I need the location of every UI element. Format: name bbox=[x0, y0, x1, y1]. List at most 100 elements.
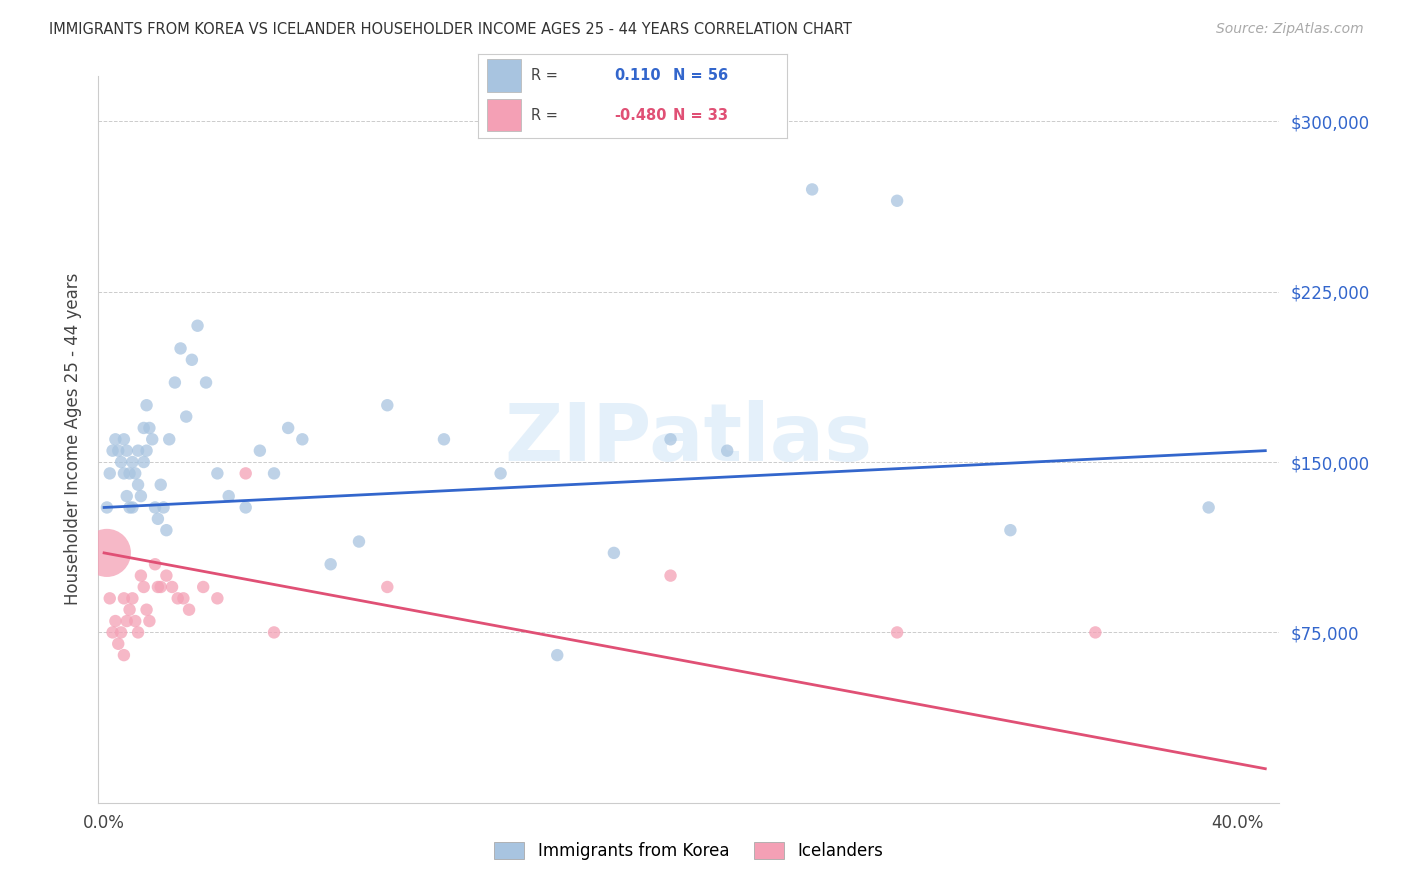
Point bbox=[177, 603, 200, 617]
Point bbox=[138, 614, 160, 628]
Text: 0.110: 0.110 bbox=[614, 68, 661, 83]
Point bbox=[218, 489, 240, 503]
Point bbox=[375, 580, 398, 594]
Y-axis label: Householder Income Ages 25 - 44 years: Householder Income Ages 25 - 44 years bbox=[63, 273, 82, 606]
Point bbox=[107, 637, 129, 651]
Point bbox=[146, 580, 169, 594]
Point bbox=[347, 534, 370, 549]
Point bbox=[98, 467, 121, 481]
Point bbox=[207, 467, 229, 481]
Point bbox=[157, 432, 180, 446]
Point bbox=[124, 467, 146, 481]
Text: Source: ZipAtlas.com: Source: ZipAtlas.com bbox=[1216, 22, 1364, 37]
Point bbox=[886, 194, 908, 208]
Point bbox=[118, 500, 141, 515]
Point bbox=[129, 489, 152, 503]
Point bbox=[135, 398, 157, 412]
Point bbox=[1084, 625, 1107, 640]
Point bbox=[135, 443, 157, 458]
Point bbox=[96, 546, 118, 560]
Point bbox=[801, 182, 824, 196]
Point bbox=[141, 432, 163, 446]
Point bbox=[132, 421, 155, 435]
Point bbox=[174, 409, 197, 424]
Point bbox=[375, 398, 398, 412]
Text: -0.480: -0.480 bbox=[614, 108, 666, 123]
Point bbox=[149, 477, 172, 491]
Point bbox=[249, 443, 271, 458]
Point bbox=[235, 500, 257, 515]
Point bbox=[135, 603, 157, 617]
Point bbox=[195, 376, 218, 390]
Point bbox=[115, 443, 138, 458]
Bar bbox=[488, 60, 522, 92]
Point bbox=[115, 614, 138, 628]
Point bbox=[716, 443, 738, 458]
Point bbox=[1198, 500, 1220, 515]
Point bbox=[659, 432, 682, 446]
Point bbox=[193, 580, 215, 594]
Point bbox=[143, 500, 166, 515]
Point bbox=[235, 467, 257, 481]
Point bbox=[115, 489, 138, 503]
Point bbox=[112, 591, 135, 606]
Point bbox=[121, 455, 143, 469]
Point bbox=[112, 648, 135, 662]
Point bbox=[143, 558, 166, 572]
Text: R =: R = bbox=[530, 68, 558, 83]
Point bbox=[546, 648, 568, 662]
Point bbox=[107, 443, 129, 458]
Text: N = 56: N = 56 bbox=[673, 68, 728, 83]
Point bbox=[118, 603, 141, 617]
Point bbox=[163, 376, 186, 390]
Point bbox=[132, 455, 155, 469]
Point bbox=[263, 625, 285, 640]
Point bbox=[104, 614, 127, 628]
Text: N = 33: N = 33 bbox=[673, 108, 728, 123]
Point bbox=[121, 591, 143, 606]
Point bbox=[180, 352, 202, 367]
Point bbox=[160, 580, 183, 594]
Point bbox=[112, 432, 135, 446]
Point bbox=[127, 625, 149, 640]
Text: R =: R = bbox=[530, 108, 558, 123]
Point bbox=[603, 546, 626, 560]
Point bbox=[112, 467, 135, 481]
Point bbox=[166, 591, 188, 606]
Point bbox=[121, 500, 143, 515]
Point bbox=[207, 591, 229, 606]
Point bbox=[277, 421, 299, 435]
Text: ZIPatlas: ZIPatlas bbox=[505, 401, 873, 478]
Point bbox=[1000, 523, 1022, 537]
Point bbox=[104, 432, 127, 446]
Point bbox=[110, 625, 132, 640]
Point bbox=[169, 342, 191, 356]
Bar bbox=[488, 99, 522, 131]
Point bbox=[127, 477, 149, 491]
Text: IMMIGRANTS FROM KOREA VS ICELANDER HOUSEHOLDER INCOME AGES 25 - 44 YEARS CORRELA: IMMIGRANTS FROM KOREA VS ICELANDER HOUSE… bbox=[49, 22, 852, 37]
Point bbox=[132, 580, 155, 594]
Point bbox=[98, 591, 121, 606]
Point bbox=[124, 614, 146, 628]
Point bbox=[96, 500, 118, 515]
Point bbox=[149, 580, 172, 594]
Point bbox=[291, 432, 314, 446]
Point bbox=[152, 500, 174, 515]
Point bbox=[263, 467, 285, 481]
Point bbox=[886, 625, 908, 640]
Point bbox=[155, 568, 177, 582]
Point bbox=[155, 523, 177, 537]
Point bbox=[146, 512, 169, 526]
Point bbox=[138, 421, 160, 435]
Point bbox=[187, 318, 209, 333]
Point bbox=[433, 432, 456, 446]
Point bbox=[489, 467, 512, 481]
Point bbox=[172, 591, 194, 606]
Point bbox=[127, 443, 149, 458]
Point bbox=[659, 568, 682, 582]
Point bbox=[110, 455, 132, 469]
Point bbox=[129, 568, 152, 582]
Point bbox=[101, 443, 124, 458]
Point bbox=[118, 467, 141, 481]
Legend: Immigrants from Korea, Icelanders: Immigrants from Korea, Icelanders bbox=[488, 836, 890, 867]
